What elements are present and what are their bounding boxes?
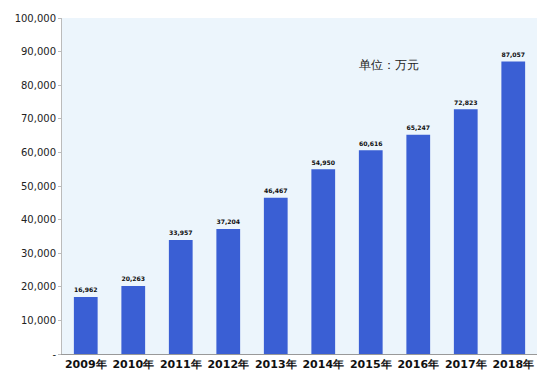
svg-text:2017年: 2017年 [445,358,487,371]
svg-text:33,957: 33,957 [169,229,193,236]
svg-text:60,616: 60,616 [359,140,383,147]
svg-text:40,000: 40,000 [21,214,56,225]
svg-text:72,823: 72,823 [454,99,478,106]
svg-text:20,263: 20,263 [121,275,145,282]
svg-text:20,000: 20,000 [21,281,56,292]
svg-text:2011年: 2011年 [160,358,202,371]
svg-text:100,000: 100,000 [15,13,56,24]
svg-text:2010年: 2010年 [112,358,154,371]
svg-text:80,000: 80,000 [21,80,56,91]
svg-text:2016年: 2016年 [397,358,439,371]
svg-text:65,247: 65,247 [406,124,430,131]
svg-text:10,000: 10,000 [21,315,56,326]
svg-text:2015年: 2015年 [350,358,392,371]
svg-text:-: - [52,349,56,360]
svg-text:50,000: 50,000 [21,181,56,192]
svg-text:54,950: 54,950 [311,159,335,166]
svg-text:2018年: 2018年 [492,358,534,371]
svg-text:90,000: 90,000 [21,46,56,57]
svg-text:70,000: 70,000 [21,113,56,124]
svg-text:2012年: 2012年 [207,358,249,371]
svg-text:87,057: 87,057 [501,51,525,58]
svg-text:60,000: 60,000 [21,147,56,158]
svg-text:46,467: 46,467 [264,187,288,194]
svg-text:30,000: 30,000 [21,248,56,259]
svg-text:2014年: 2014年 [302,358,344,371]
svg-text:37,204: 37,204 [216,218,240,225]
svg-text:2009年: 2009年 [65,358,107,371]
svg-text:单位：万元: 单位：万元 [359,58,419,72]
svg-text:2013年: 2013年 [255,358,297,371]
svg-text:16,962: 16,962 [74,286,98,293]
